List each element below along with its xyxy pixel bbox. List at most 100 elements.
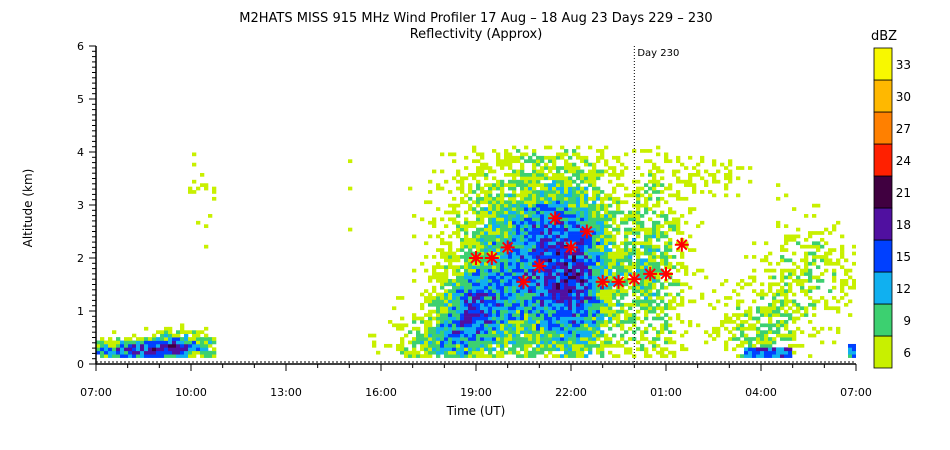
field-cell	[488, 241, 493, 246]
field-cell	[524, 350, 529, 355]
field-cell	[480, 275, 485, 280]
field-cell	[444, 313, 449, 317]
field-cell	[520, 207, 525, 211]
field-cell	[636, 234, 641, 239]
field-cell	[744, 333, 749, 338]
field-cell	[564, 255, 569, 259]
field-cell	[796, 227, 801, 232]
field-cell	[596, 241, 601, 246]
field-cell	[456, 203, 461, 208]
field-cell	[588, 234, 593, 239]
field-cell	[748, 326, 753, 331]
field-cell	[184, 347, 189, 352]
field-cell	[524, 343, 529, 348]
field-cell	[584, 354, 589, 358]
field-cell	[452, 251, 457, 256]
field-cell	[120, 343, 125, 348]
field-cell	[640, 268, 645, 273]
field-cell	[464, 193, 469, 198]
field-cell	[576, 313, 581, 317]
field-cell	[780, 306, 785, 311]
field-cell	[512, 248, 517, 252]
field-cell	[468, 265, 473, 270]
field-cell	[616, 244, 621, 249]
field-cell	[468, 255, 473, 259]
field-cell	[464, 255, 469, 259]
field-cell	[680, 261, 685, 266]
field-cell	[448, 248, 453, 252]
field-cell	[624, 302, 629, 307]
field-cell	[516, 183, 521, 187]
field-cell	[452, 313, 457, 317]
field-cell	[476, 272, 481, 276]
field-cell	[576, 354, 581, 358]
field-cell	[584, 289, 589, 293]
field-cell	[532, 350, 537, 355]
field-cell	[712, 172, 717, 177]
field-cell	[620, 302, 625, 307]
field-cell	[536, 214, 541, 218]
field-cell	[644, 289, 649, 293]
field-cell	[600, 155, 605, 160]
field-cell	[784, 313, 789, 317]
field-cell	[560, 306, 565, 311]
field-cell	[536, 350, 541, 355]
field-cell	[560, 186, 565, 191]
field-cell	[556, 320, 561, 324]
field-cell	[544, 183, 549, 187]
field-cell	[756, 337, 761, 341]
field-cell	[556, 272, 561, 276]
field-cell	[436, 296, 441, 300]
field-cell	[540, 302, 545, 307]
field-cell	[436, 272, 441, 276]
field-cell	[792, 237, 797, 242]
field-cell	[752, 350, 757, 355]
field-cell	[636, 231, 641, 235]
field-cell	[560, 292, 565, 297]
field-cell	[832, 272, 837, 276]
field-cell	[568, 275, 573, 280]
field-cell	[560, 196, 565, 201]
field-cell	[556, 207, 561, 211]
field-cell	[488, 350, 493, 355]
field-cell	[620, 255, 625, 259]
field-cell	[452, 347, 457, 352]
field-cell	[148, 340, 153, 345]
field-cell	[576, 190, 581, 194]
field-cell	[680, 343, 685, 348]
field-cell	[520, 337, 525, 341]
field-cell	[496, 340, 501, 345]
field-cell	[120, 354, 125, 358]
field-cell	[516, 313, 521, 317]
field-cell	[488, 196, 493, 201]
field-cell	[476, 354, 481, 358]
field-cell	[464, 299, 469, 304]
field-cell	[572, 255, 577, 259]
field-cell	[552, 306, 557, 311]
field-cell	[428, 299, 433, 304]
field-cell	[144, 326, 149, 331]
field-cell	[552, 200, 557, 205]
field-cell	[640, 149, 645, 153]
field-cell	[576, 217, 581, 222]
field-cell	[428, 340, 433, 345]
field-cell	[640, 261, 645, 266]
field-cell	[512, 176, 517, 181]
field-cell	[616, 354, 621, 358]
field-cell	[536, 251, 541, 256]
field-cell	[140, 343, 145, 348]
field-cell	[452, 340, 457, 345]
field-cell	[448, 190, 453, 194]
field-cell	[512, 299, 517, 304]
field-cell	[832, 248, 837, 252]
field-cell	[532, 326, 537, 331]
field-cell	[544, 231, 549, 235]
field-cell	[600, 224, 605, 229]
field-cell	[512, 207, 517, 211]
field-cell	[572, 337, 577, 341]
field-cell	[776, 306, 781, 311]
field-cell	[772, 313, 777, 317]
field-cell	[520, 316, 525, 321]
field-cell	[576, 326, 581, 331]
field-cell	[760, 282, 765, 287]
